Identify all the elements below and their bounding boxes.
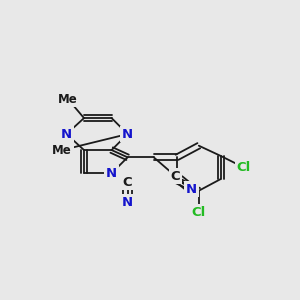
Text: Me: Me xyxy=(52,143,72,157)
Text: C: C xyxy=(123,176,132,188)
Text: N: N xyxy=(61,128,72,141)
Text: N: N xyxy=(106,167,117,180)
Text: Cl: Cl xyxy=(192,206,206,219)
Text: C: C xyxy=(171,170,180,183)
Text: Cl: Cl xyxy=(237,161,251,174)
Text: Me: Me xyxy=(58,93,78,106)
Text: N: N xyxy=(122,196,133,209)
Text: N: N xyxy=(186,183,197,196)
Text: N: N xyxy=(122,128,133,141)
